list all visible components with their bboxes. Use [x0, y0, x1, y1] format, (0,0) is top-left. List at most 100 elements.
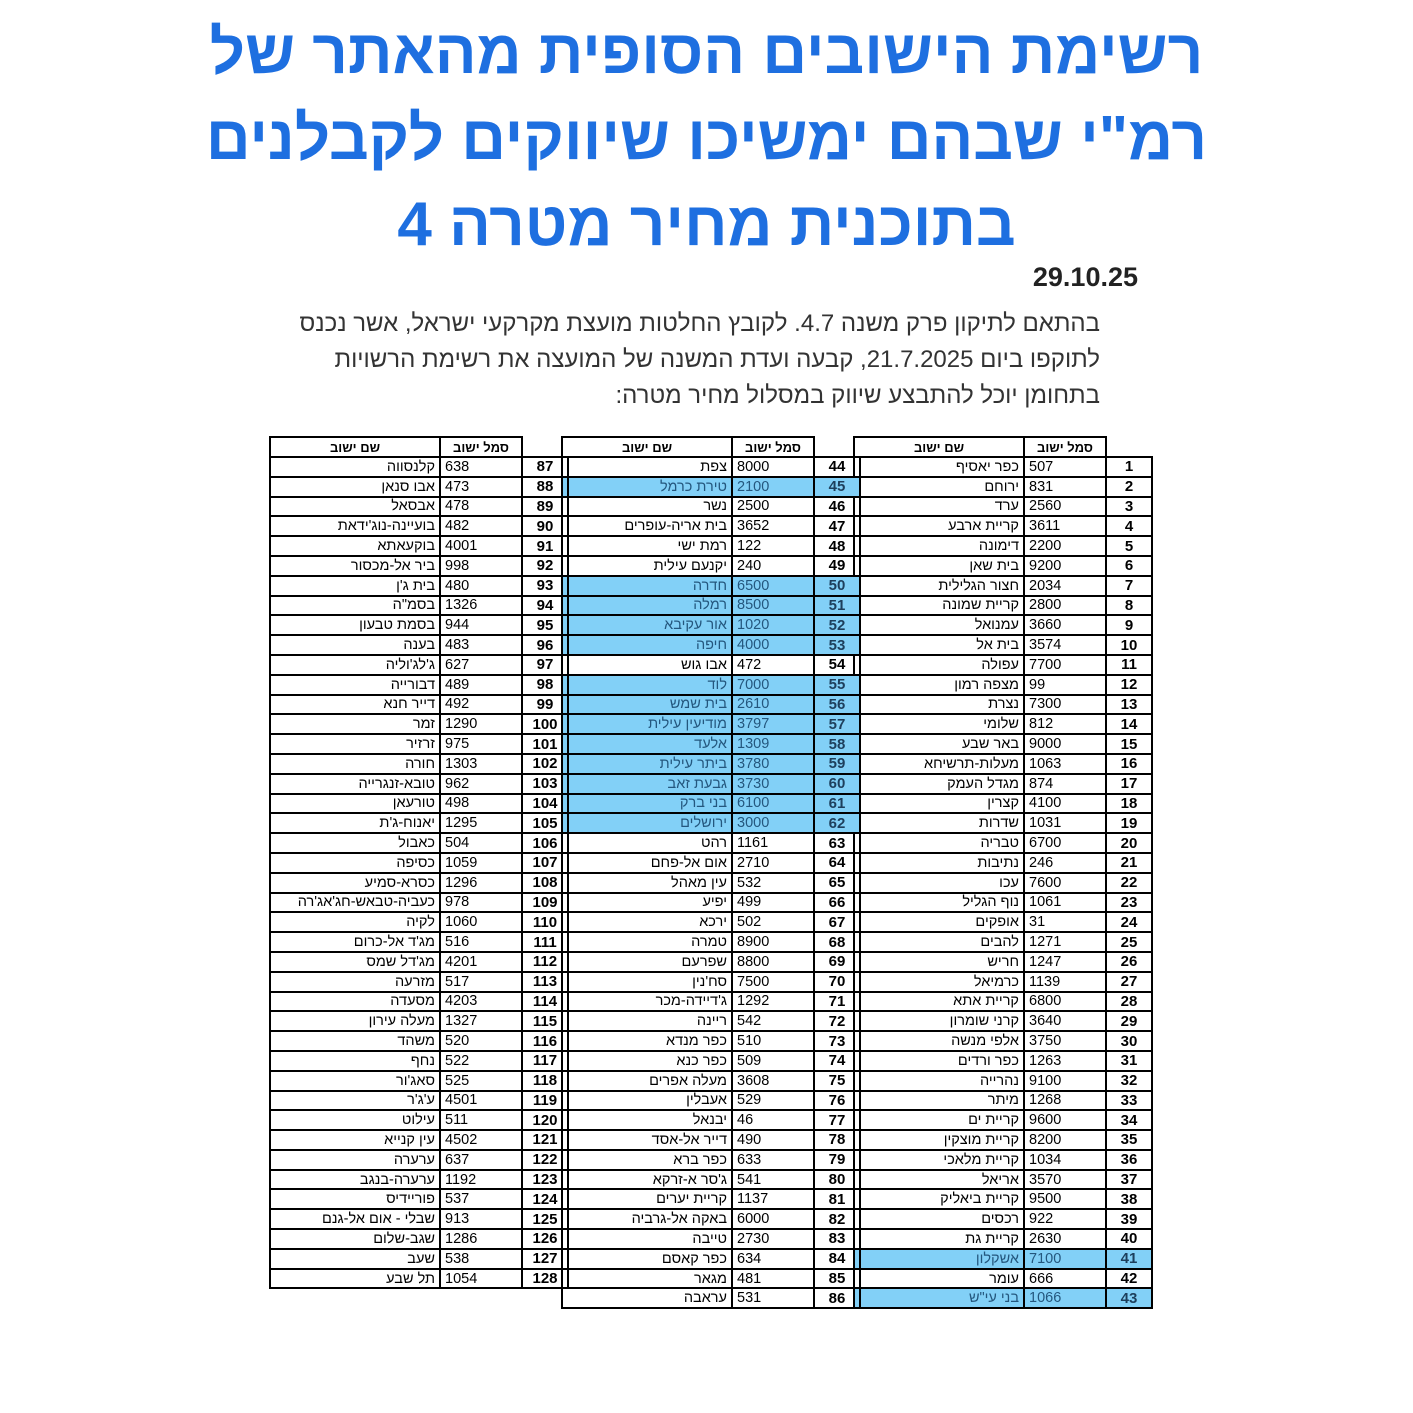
table-row: 97 627 ג'לג'וליה: [269, 653, 569, 676]
row-number: 46: [813, 495, 861, 518]
settlement-code: 3730: [731, 772, 815, 795]
settlement-name: זרזיר: [269, 733, 441, 755]
settlement-name: בוקעאתא: [269, 535, 441, 557]
settlement-code: 472: [731, 653, 815, 676]
settlement-name: מודיעין עילית: [561, 713, 733, 736]
table-row: 128 1054 תל שבע: [269, 1267, 569, 1290]
table-row: 94 1326 בסמ"ה: [269, 594, 569, 617]
settlement-name: ביר אל-מכסור: [269, 554, 441, 577]
table-row: 123 1192 ערערה-בנגב: [269, 1168, 569, 1191]
table-row: 95 944 בסמת טבעון: [269, 614, 569, 637]
settlement-code: 6800: [1023, 990, 1107, 1013]
table-row: 108 1296 כסרא-סמיע: [269, 871, 569, 894]
row-number: 4: [1105, 515, 1153, 538]
table-row: 66 499 יפיע: [561, 891, 861, 914]
table-row: 84 634 כפר קאסם: [561, 1247, 861, 1270]
settlement-name: כסרא-סמיע: [269, 871, 441, 894]
settlement-name: עילוט: [269, 1109, 441, 1132]
settlement-code: 998: [439, 554, 523, 577]
settlement-name: מעלות-תרשיחא: [853, 752, 1025, 775]
settlement-name: להבים: [853, 931, 1025, 953]
settlement-code: 6000: [731, 1208, 815, 1231]
table-row: 89 478 אבסאל: [269, 495, 569, 518]
settlement-code: 532: [731, 871, 815, 894]
table-row: 82 6000 באקה אל-גרביה: [561, 1208, 861, 1231]
table-row: 115 1327 מעלה עירון: [269, 1010, 569, 1033]
row-number: 20: [1105, 832, 1153, 854]
row-number: 27: [1105, 970, 1153, 993]
settlement-code: 2800: [1023, 594, 1107, 617]
row-number: 116: [521, 1030, 569, 1052]
settlement-code: 1247: [1023, 950, 1107, 973]
settlement-code: 3660: [1023, 614, 1107, 637]
settlement-code: 4203: [439, 990, 523, 1013]
settlement-name: טמרה: [561, 931, 733, 953]
table-row: 113 517 מזרעה: [269, 970, 569, 993]
row-number: 56: [813, 693, 861, 716]
settlement-code: 975: [439, 733, 523, 755]
table-row: 40 2630 קריית גת: [853, 1228, 1153, 1250]
settlement-code: 1161: [731, 832, 815, 854]
settlement-name: ירוחם: [853, 475, 1025, 498]
settlement-code: 3750: [1023, 1030, 1107, 1052]
table-row: 1 507 כפר יאסיף: [853, 456, 1153, 478]
settlement-name: בני עי"ש: [853, 1287, 1025, 1310]
row-number: 14: [1105, 713, 1153, 736]
settlement-code: 4502: [439, 1129, 523, 1151]
table-row: 92 998 ביר אל-מכסור: [269, 554, 569, 577]
table-row: 127 538 שעב: [269, 1247, 569, 1270]
settlement-name: שגב-שלום: [269, 1228, 441, 1250]
table-row: 73 510 כפר מנדא: [561, 1030, 861, 1052]
settlement-code: 473: [439, 475, 523, 498]
table-row: 26 1247 חריש: [853, 950, 1153, 973]
settlement-name: ביתר עילית: [561, 752, 733, 775]
settlement-name: זמר: [269, 713, 441, 736]
settlement-name: נצרת: [853, 693, 1025, 716]
row-number: 51: [813, 594, 861, 617]
header-code: סמל ישוב: [439, 436, 523, 458]
row-number: 31: [1105, 1049, 1153, 1072]
settlement-code: 944: [439, 614, 523, 637]
table-row: 8 2800 קריית שמונה: [853, 594, 1153, 617]
settlement-name: טבריה: [853, 832, 1025, 854]
header-code: סמל ישוב: [1023, 436, 1107, 458]
row-number: 81: [813, 1188, 861, 1211]
table-row: 61 6100 בני ברק: [561, 792, 861, 815]
settlement-name: סאג'ור: [269, 1069, 441, 1092]
settlement-name: מעלה עירון: [269, 1010, 441, 1033]
settlement-code: 1290: [439, 713, 523, 736]
row-number: 80: [813, 1168, 861, 1191]
table-row: 58 1309 אלעד: [561, 733, 861, 755]
settlement-code: 510: [731, 1030, 815, 1052]
table-row: 96 483 בענה: [269, 634, 569, 656]
settlement-code: 3652: [731, 515, 815, 538]
table-row: 121 4502 עין קנייא: [269, 1129, 569, 1151]
header-name: שם ישוב: [561, 436, 733, 458]
row-number-header: [522, 437, 568, 457]
row-number: 106: [521, 832, 569, 854]
table-row: 105 1295 יאנוח-ג'ת: [269, 812, 569, 835]
settlement-name: משהד: [269, 1030, 441, 1052]
table-row: 59 3780 ביתר עילית: [561, 752, 861, 775]
settlement-name: לוד: [561, 673, 733, 696]
settlement-name: אלפי מנשה: [853, 1030, 1025, 1052]
settlement-name: בית אל: [853, 634, 1025, 656]
settlement-name: כפר מנדא: [561, 1030, 733, 1052]
row-number: 123: [521, 1168, 569, 1191]
settlement-code: 627: [439, 653, 523, 676]
settlement-code: 812: [1023, 713, 1107, 736]
settlement-code: 7000: [731, 673, 815, 696]
settlement-name: אעבלין: [561, 1089, 733, 1112]
row-number: 103: [521, 772, 569, 795]
settlements-table-1: סמל ישוב שם ישוב 1 507 כפר יאסיף 2 831 ירוחם 3 25…: [853, 436, 1153, 1310]
table-row: 51 8500 רמלה: [561, 594, 861, 617]
table-row: 2 831 ירוחם: [853, 475, 1153, 498]
row-number: 1: [1105, 456, 1153, 478]
settlement-name: ג'לג'וליה: [269, 653, 441, 676]
row-number: 21: [1105, 851, 1153, 874]
table-row: 69 8800 שפרעם: [561, 950, 861, 973]
settlement-name: מג'דל שמס: [269, 950, 441, 973]
settlement-name: מצפה רמון: [853, 673, 1025, 696]
settlement-name: קריית יערים: [561, 1188, 733, 1211]
table-row: 57 3797 מודיעין עילית: [561, 713, 861, 736]
